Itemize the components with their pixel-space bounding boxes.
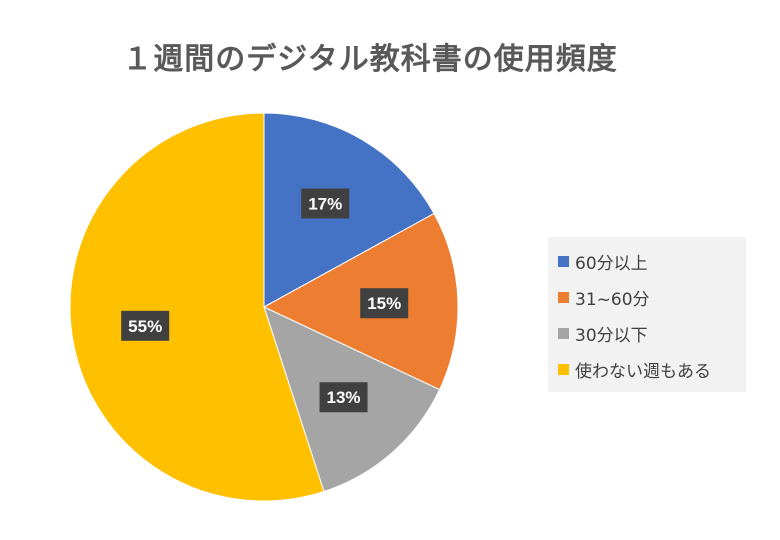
data-label: 17% — [301, 188, 350, 219]
legend-item: 60分以上 — [558, 243, 746, 279]
data-label-text: 55% — [128, 317, 162, 336]
legend-label: 60分以上 — [575, 253, 648, 274]
legend-item: 30分以下 — [558, 315, 746, 351]
legend-swatch — [558, 255, 569, 267]
legend: 60分以上 31~60分 30分以下使わない週もある — [548, 237, 746, 392]
legend-label: 30分以下 — [575, 325, 648, 346]
chart-title: １週間のデジタル教科書の使用頻度 — [122, 42, 618, 77]
legend-label: 使わない週もある — [575, 361, 711, 382]
data-label-text: 13% — [327, 388, 361, 407]
legend-swatch — [558, 363, 569, 375]
legend-swatch — [558, 327, 569, 339]
pie-chart: 17% 15% 13% 55% — [69, 112, 459, 502]
legend-swatch — [558, 291, 569, 303]
pie-slice — [69, 112, 325, 502]
legend-label: 31~60分 — [575, 289, 650, 310]
data-label-text: 15% — [367, 294, 401, 313]
data-label: 55% — [121, 310, 170, 341]
legend-item: 31~60分 — [558, 279, 746, 315]
data-label: 13% — [319, 382, 368, 413]
legend-item: 使わない週もある — [558, 351, 746, 387]
data-label: 15% — [360, 288, 409, 319]
data-label-text: 17% — [308, 194, 342, 213]
